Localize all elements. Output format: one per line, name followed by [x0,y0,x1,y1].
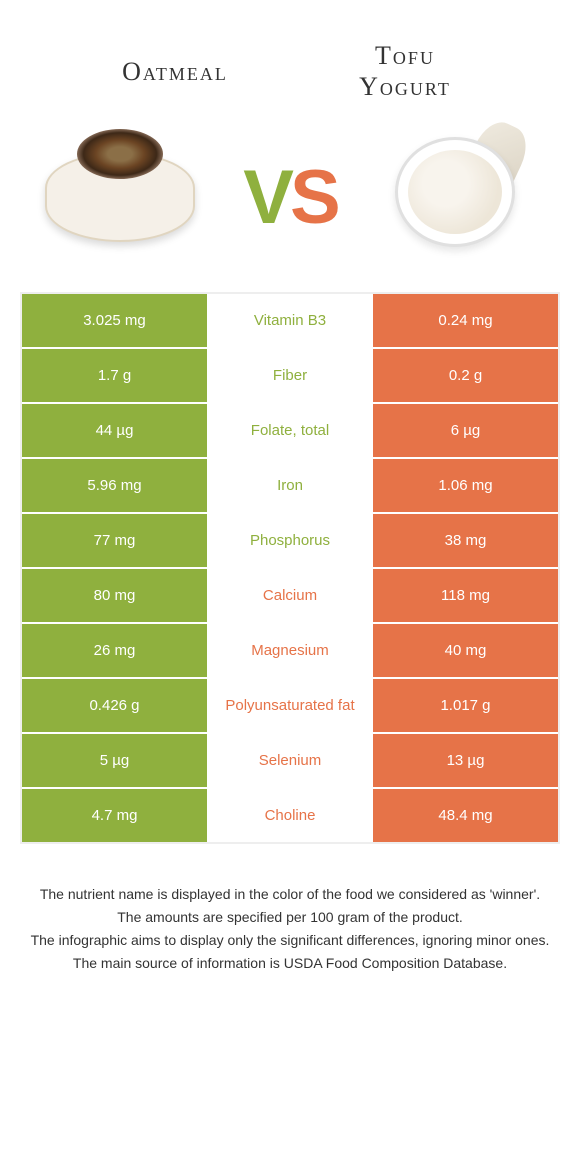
right-value: 0.24 mg [373,294,558,347]
table-row: 5.96 mgIron1.06 mg [22,459,558,514]
left-value: 5 µg [22,734,207,787]
footer-line: The main source of information is USDA F… [30,953,550,974]
footer-line: The amounts are specified per 100 gram o… [30,907,550,928]
table-row: 80 mgCalcium118 mg [22,569,558,624]
nutrient-name: Iron [207,459,373,512]
right-value: 6 µg [373,404,558,457]
footer-line: The nutrient name is displayed in the co… [30,884,550,905]
nutrient-name: Calcium [207,569,373,622]
oatmeal-image [40,132,200,262]
image-row: VS [0,122,580,292]
left-value: 4.7 mg [22,789,207,842]
table-row: 44 µgFolate, total6 µg [22,404,558,459]
left-value: 44 µg [22,404,207,457]
nutrient-name: Selenium [207,734,373,787]
nutrient-name: Folate, total [207,404,373,457]
vs-s: S [290,155,337,240]
nutrient-table: 3.025 mgVitamin B30.24 mg1.7 gFiber0.2 g… [20,292,560,844]
right-value: 38 mg [373,514,558,567]
left-value: 80 mg [22,569,207,622]
table-row: 3.025 mgVitamin B30.24 mg [22,294,558,349]
left-value: 1.7 g [22,349,207,402]
table-row: 26 mgMagnesium40 mg [22,624,558,679]
footer-notes: The nutrient name is displayed in the co… [0,844,580,1016]
food-title-right: Tofu Yogurt [290,40,520,102]
right-value: 13 µg [373,734,558,787]
table-row: 4.7 mgCholine48.4 mg [22,789,558,842]
right-value: 48.4 mg [373,789,558,842]
vs-label: VS [243,154,336,241]
nutrient-name: Phosphorus [207,514,373,567]
left-value: 26 mg [22,624,207,677]
nutrient-name: Magnesium [207,624,373,677]
nutrient-name: Polyunsaturated fat [207,679,373,732]
right-value: 1.017 g [373,679,558,732]
table-row: 5 µgSelenium13 µg [22,734,558,789]
right-value: 0.2 g [373,349,558,402]
table-row: 1.7 gFiber0.2 g [22,349,558,404]
food-title-left: Oatmeal [60,56,290,87]
title-right: Tofu Yogurt [290,40,520,102]
table-row: 77 mgPhosphorus38 mg [22,514,558,569]
vs-v: V [243,155,290,240]
nutrient-name: Vitamin B3 [207,294,373,347]
right-value: 1.06 mg [373,459,558,512]
left-value: 0.426 g [22,679,207,732]
left-value: 77 mg [22,514,207,567]
yogurt-image [380,132,540,262]
right-value: 40 mg [373,624,558,677]
left-value: 3.025 mg [22,294,207,347]
left-value: 5.96 mg [22,459,207,512]
right-value: 118 mg [373,569,558,622]
table-row: 0.426 gPolyunsaturated fat1.017 g [22,679,558,734]
title-left: Oatmeal [60,56,290,87]
nutrient-name: Choline [207,789,373,842]
nutrient-name: Fiber [207,349,373,402]
footer-line: The infographic aims to display only the… [30,930,550,951]
header: Oatmeal Tofu Yogurt [0,0,580,122]
